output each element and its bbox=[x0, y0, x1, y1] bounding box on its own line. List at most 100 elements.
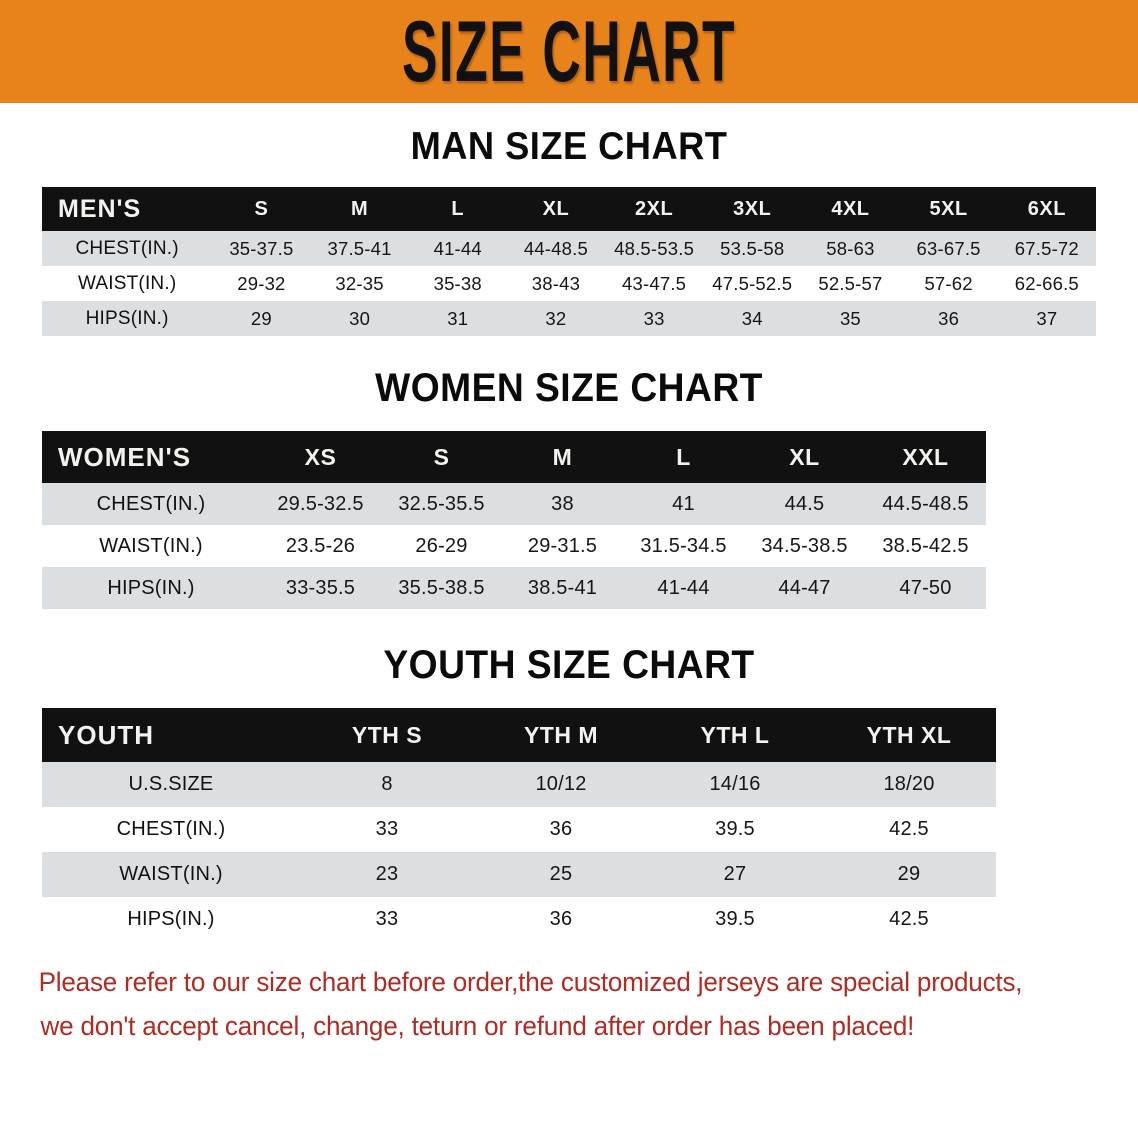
men-cell: 63-67.5 bbox=[899, 231, 998, 266]
men-size-header-8: 5XL bbox=[899, 187, 998, 231]
women-size-header-4: L bbox=[623, 431, 744, 483]
men-cell: 57-62 bbox=[899, 266, 998, 301]
men-cell: 34 bbox=[703, 301, 802, 336]
men-cell: 33 bbox=[605, 301, 704, 336]
order-policy-note: Please refer to our size chart before or… bbox=[0, 960, 1098, 1048]
women-cell: 47-50 bbox=[865, 567, 986, 609]
women-section-title: WOMEN SIZE CHART bbox=[375, 366, 763, 410]
men-size-header-2: M bbox=[310, 187, 409, 231]
women-cell: 41 bbox=[623, 483, 744, 525]
youth-size-header-3: YTH L bbox=[648, 708, 822, 762]
women-size-header-5: XL bbox=[744, 431, 865, 483]
youth-cell: 39.5 bbox=[648, 897, 822, 942]
youth-row-label: U.S.SIZE bbox=[42, 762, 300, 807]
youth-size-header-1: YTH S bbox=[300, 708, 474, 762]
women-table-row: WAIST(IN.) 23.5-26 26-29 29-31.5 31.5-34.5 34… bbox=[42, 525, 1098, 567]
youth-table-row: U.S.SIZE 8 10/12 14/16 18/20 bbox=[42, 762, 1096, 807]
women-cell: 29.5-32.5 bbox=[260, 483, 381, 525]
men-cell: 29 bbox=[212, 301, 311, 336]
youth-size-header-4: YTH XL bbox=[822, 708, 996, 762]
women-cell: 44-47 bbox=[744, 567, 865, 609]
youth-cell: 29 bbox=[822, 852, 996, 897]
youth-row-spacer bbox=[996, 762, 1096, 807]
youth-header-row: YOUTH YTH S YTH M YTH L YTH XL bbox=[42, 708, 1096, 762]
youth-cell: 42.5 bbox=[822, 897, 996, 942]
men-cell: 31 bbox=[408, 301, 507, 336]
men-table-row: CHEST(IN.) 35-37.5 37.5-41 41-44 44-48.5 48.5… bbox=[42, 231, 1096, 266]
youth-section-title: YOUTH SIZE CHART bbox=[383, 643, 755, 687]
women-size-header-3: M bbox=[502, 431, 623, 483]
women-header-spacer bbox=[986, 431, 1098, 483]
men-cell: 32 bbox=[506, 301, 605, 336]
order-policy-note-line-2: we don't accept cancel, change, teturn o… bbox=[40, 1011, 915, 1041]
women-cell: 23.5-26 bbox=[260, 525, 381, 567]
men-cell: 53.5-58 bbox=[703, 231, 802, 266]
men-cell: 52.5-57 bbox=[801, 266, 900, 301]
women-row-spacer bbox=[986, 483, 1098, 525]
youth-cell: 33 bbox=[300, 807, 474, 852]
women-cell: 34.5-38.5 bbox=[744, 525, 865, 567]
man-size-table: MEN'S S M L XL 2XL 3XL 4XL 5XL 6XL CHEST(IN.) 35-37… bbox=[42, 187, 1096, 336]
youth-size-table: YOUTH YTH S YTH M YTH L YTH XL U.S.SIZE 8 10/12… bbox=[42, 708, 1096, 942]
men-size-header-7: 4XL bbox=[801, 187, 900, 231]
man-section-title: MAN SIZE CHART bbox=[410, 125, 728, 168]
men-corner-label: MEN'S bbox=[42, 187, 213, 231]
women-cell: 41-44 bbox=[623, 567, 744, 609]
men-cell: 35-37.5 bbox=[212, 231, 311, 266]
men-cell: 62-66.5 bbox=[997, 266, 1096, 301]
men-cell: 36 bbox=[899, 301, 998, 336]
youth-cell: 18/20 bbox=[822, 762, 996, 807]
men-cell: 38-43 bbox=[506, 266, 605, 301]
women-size-header-6: XXL bbox=[865, 431, 986, 483]
men-cell: 37 bbox=[997, 301, 1096, 336]
women-header-row: WOMEN'S XS S M L XL XXL bbox=[42, 431, 1098, 483]
men-row-label: CHEST(IN.) bbox=[42, 231, 213, 266]
men-row-label: WAIST(IN.) bbox=[42, 266, 213, 301]
youth-cell: 14/16 bbox=[648, 762, 822, 807]
men-cell: 32-35 bbox=[310, 266, 409, 301]
youth-size-table-wrapper: YOUTH YTH S YTH M YTH L YTH XL U.S.SIZE 8 10/12… bbox=[0, 708, 1138, 942]
men-cell: 41-44 bbox=[408, 231, 507, 266]
men-cell: 43-47.5 bbox=[605, 266, 704, 301]
youth-corner-label: YOUTH bbox=[42, 708, 300, 762]
women-cell: 33-35.5 bbox=[260, 567, 381, 609]
women-cell: 44.5 bbox=[744, 483, 865, 525]
youth-cell: 42.5 bbox=[822, 807, 996, 852]
women-cell: 38.5-42.5 bbox=[865, 525, 986, 567]
men-cell: 35 bbox=[801, 301, 900, 336]
youth-row-label: CHEST(IN.) bbox=[42, 807, 300, 852]
men-cell: 29-32 bbox=[212, 266, 311, 301]
youth-row-spacer bbox=[996, 897, 1096, 942]
men-header-row: MEN'S S M L XL 2XL 3XL 4XL 5XL 6XL bbox=[42, 187, 1096, 231]
women-cell: 38 bbox=[502, 483, 623, 525]
youth-row-label: WAIST(IN.) bbox=[42, 852, 300, 897]
men-cell: 47.5-52.5 bbox=[703, 266, 802, 301]
men-table-row: HIPS(IN.) 29 30 31 32 33 34 35 36 37 bbox=[42, 301, 1096, 336]
men-size-header-4: XL bbox=[506, 187, 605, 231]
women-size-table-wrapper: WOMEN'S XS S M L XL XXL CHEST(IN.) 29.5-32.5 32.5… bbox=[0, 431, 1138, 609]
youth-row-spacer bbox=[996, 852, 1096, 897]
women-size-table: WOMEN'S XS S M L XL XXL CHEST(IN.) 29.5-32.5 32.5… bbox=[42, 431, 1098, 609]
youth-size-header-2: YTH M bbox=[474, 708, 648, 762]
women-cell: 38.5-41 bbox=[502, 567, 623, 609]
men-cell: 48.5-53.5 bbox=[605, 231, 704, 266]
man-size-table-wrapper: MEN'S S M L XL 2XL 3XL 4XL 5XL 6XL CHEST(IN.) 35-37… bbox=[0, 187, 1138, 336]
youth-cell: 23 bbox=[300, 852, 474, 897]
women-size-header-1: XS bbox=[260, 431, 381, 483]
youth-table-row: CHEST(IN.) 33 36 39.5 42.5 bbox=[42, 807, 1096, 852]
youth-cell: 33 bbox=[300, 897, 474, 942]
men-size-header-5: 2XL bbox=[605, 187, 704, 231]
women-row-label: HIPS(IN.) bbox=[42, 567, 260, 609]
youth-cell: 36 bbox=[474, 807, 648, 852]
women-table-row: CHEST(IN.) 29.5-32.5 32.5-35.5 38 41 44.5 44.5… bbox=[42, 483, 1098, 525]
women-cell: 26-29 bbox=[381, 525, 502, 567]
page-header-banner: SIZE CHART bbox=[0, 0, 1138, 103]
youth-cell: 39.5 bbox=[648, 807, 822, 852]
youth-table-row: WAIST(IN.) 23 25 27 29 bbox=[42, 852, 1096, 897]
men-cell: 35-38 bbox=[408, 266, 507, 301]
women-row-label: CHEST(IN.) bbox=[42, 483, 260, 525]
order-policy-note-line-1: Please refer to our size chart before or… bbox=[38, 967, 1023, 997]
men-cell: 44-48.5 bbox=[506, 231, 605, 266]
youth-cell: 10/12 bbox=[474, 762, 648, 807]
youth-row-label: HIPS(IN.) bbox=[42, 897, 300, 942]
